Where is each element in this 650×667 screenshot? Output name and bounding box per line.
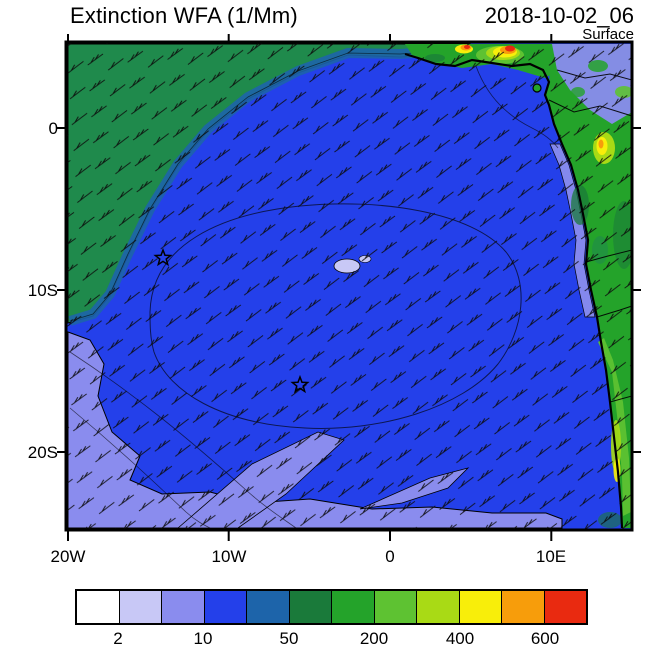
star-marker (153, 247, 173, 267)
colorbar-cell (119, 591, 162, 623)
y-tick-label-20s: 20S (27, 443, 58, 462)
x-tick-label-0: 0 (385, 547, 395, 566)
station-markers (153, 247, 310, 394)
africa-coastline (404, 52, 624, 529)
star-marker (290, 374, 310, 394)
map-frame (64, 40, 634, 532)
colorbar-cell (374, 591, 417, 623)
x-tick-label-10w: 10W (211, 547, 247, 566)
colorbar-label-200: 200 (359, 629, 389, 648)
plot-level-label: Surface (582, 26, 634, 43)
colorbar-cell (544, 591, 586, 623)
x-tick-label-20w: 20W (50, 547, 86, 566)
axis-ticks (57, 34, 641, 541)
country-borders (548, 69, 631, 403)
colorbar (75, 589, 588, 625)
wind-barbs-overlay (67, 43, 631, 529)
colorbar-cell (459, 591, 502, 623)
colorbar-label-400: 400 (445, 629, 475, 648)
bioko-island (532, 83, 542, 93)
colorbar-label-2: 2 (113, 629, 123, 648)
colorbar-label-50: 50 (279, 629, 299, 648)
colorbar-label-10: 10 (193, 629, 213, 648)
plot-title: Extinction WFA (1/Mm) (70, 3, 298, 28)
y-tick-label-10s: 10S (27, 281, 58, 300)
colorbar-cell (289, 591, 332, 623)
y-tick-label-0: 0 (48, 119, 58, 138)
colorbar-cell (77, 591, 120, 623)
plot-datetime: 2018-10-02_06 (484, 3, 634, 28)
colorbar-label-600: 600 (530, 629, 560, 648)
colorbar-cell (204, 591, 247, 623)
colorbar-cell (247, 591, 290, 623)
colorbar-cell (417, 591, 460, 623)
colorbar-cell (332, 591, 375, 623)
colorbar-cell (162, 591, 205, 623)
colorbar-cell (502, 591, 545, 623)
x-tick-label-10e: 10E (535, 547, 567, 566)
